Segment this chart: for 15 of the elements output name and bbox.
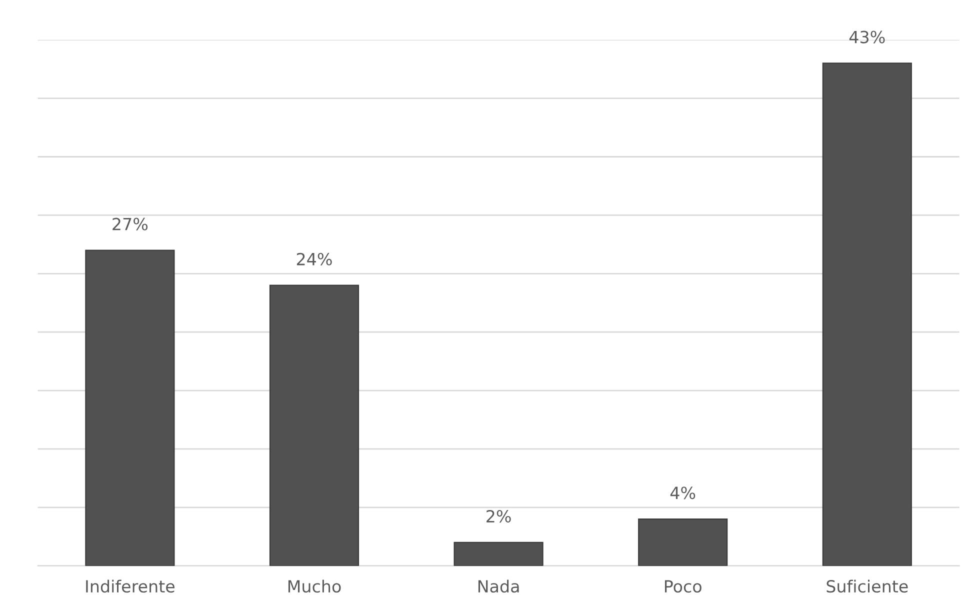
x-tick-label: Indiferente bbox=[86, 580, 174, 593]
bar bbox=[269, 284, 360, 566]
x-tick-label: Nada bbox=[478, 580, 519, 593]
x-tick-label: Mucho bbox=[288, 580, 341, 593]
data-label: 27% bbox=[112, 218, 148, 230]
x-tick-label: Poco bbox=[664, 580, 702, 593]
data-label: 2% bbox=[486, 510, 511, 523]
bar bbox=[85, 250, 175, 566]
x-tick-label: Suficiente bbox=[826, 580, 908, 593]
bar bbox=[638, 518, 728, 566]
bar bbox=[822, 62, 912, 566]
data-label: 24% bbox=[296, 252, 332, 266]
data-label: 4% bbox=[670, 486, 696, 500]
bar bbox=[454, 542, 544, 566]
data-label: 43% bbox=[849, 30, 885, 44]
